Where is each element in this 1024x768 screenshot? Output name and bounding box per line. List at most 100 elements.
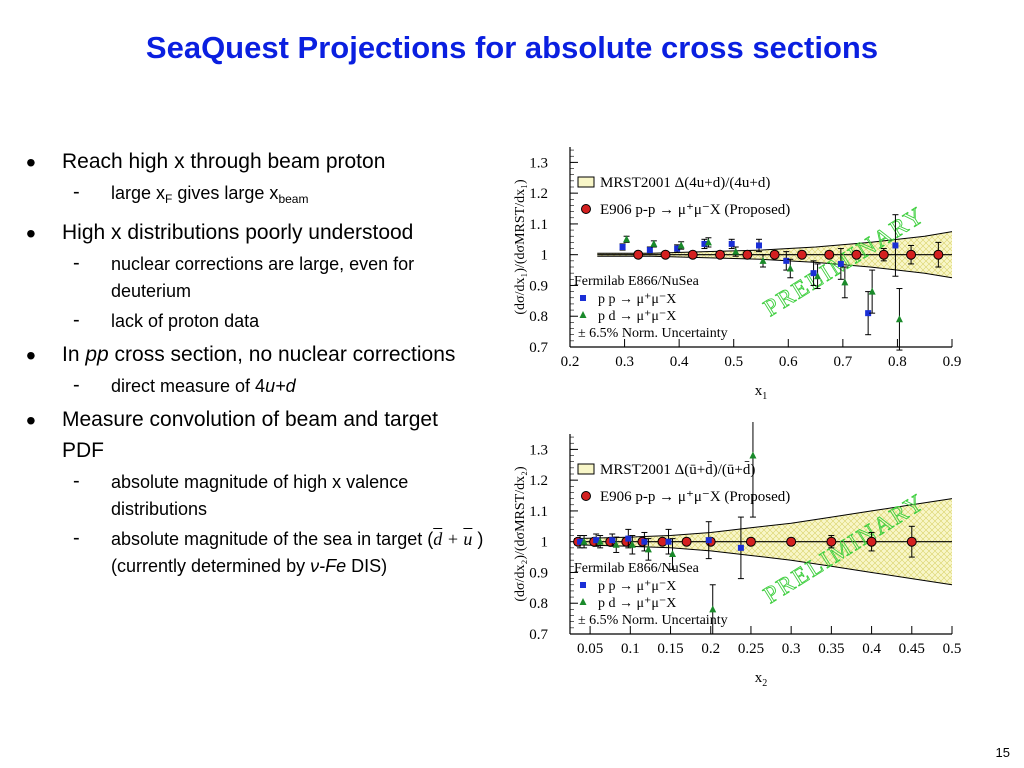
mrst-band-lower [573,544,953,586]
legend-swatch-proposed [581,491,591,501]
y-tick-label: 1 [541,535,549,551]
x-tick-label: 0.3 [615,354,634,370]
pd-point [669,550,677,557]
bullet-list: • Reach high x through beam proton - large… [24,142,484,580]
x-axis-label: x2 [755,670,768,689]
proposed-point [796,249,807,260]
text-run: ) [472,529,484,549]
x-tick-label: 0.4 [862,641,881,657]
proposed-point [687,249,698,260]
sub-bullet-dash: - [73,181,80,203]
bullet-item: • Measure convolution of beam and target … [24,404,484,466]
bullet-dot: • [26,405,36,436]
text-run: gives large x [172,183,279,203]
bullet-item: • High x distributions poorly understood [24,217,484,249]
x-tick-label: 0.05 [577,641,603,657]
pp-point [646,247,653,254]
proposed-point [681,536,692,547]
x-tick-label: 0.2 [561,354,580,370]
y-tick-label: 0.8 [529,596,548,612]
x-tick-label: 0.35 [818,641,844,657]
legend-norm-label: ± 6.5% Norm. Uncertainty [578,613,728,628]
sub-bullet-dash: - [73,252,80,274]
pp-point [705,537,712,544]
y-tick-label: 0.7 [529,340,548,356]
math-ubar: u [463,529,473,549]
bullet-dot: • [26,218,36,249]
legend-norm-label: ± 6.5% Norm. Uncertainty [578,326,728,341]
x-tick-label: 0.9 [943,354,962,370]
pp-point [609,537,616,544]
x-axis-label-sub: 1 [762,391,767,402]
y-tick-label: 0.9 [529,278,548,294]
pd-point [628,540,636,548]
x-tick-label: 0.2 [701,641,720,657]
pd-point [704,238,712,246]
y-tick-label: 1.2 [529,473,548,489]
y-tick-label: 1.1 [529,217,548,233]
pd-point [786,264,794,272]
proposed-point [742,249,753,260]
legend-swatch-band [577,176,595,188]
x-axis-label-sub: 2 [762,678,767,689]
proposed-point [851,249,862,260]
x-tick-label: 0.45 [899,641,925,657]
pp-point [756,242,762,249]
x-tick-label: 0.3 [782,641,801,657]
legend-pd-label: p d → μ⁺μ⁻X [598,596,676,611]
proposed-point [906,536,917,547]
sub-bullet-item: - absolute magnitude of high x valence di… [24,469,484,523]
pp-point [783,257,790,264]
legend-pd-label: p d → μ⁺μ⁻X [598,309,676,324]
y-tick-label: 1.1 [529,504,548,520]
sub-bullet-item: - direct measure of 4u+d [24,373,484,400]
pp-point [837,260,844,267]
text-run: absolute magnitude of the sea in target … [111,529,434,549]
legend-swatch-pd [579,311,587,318]
pd-point [841,278,849,286]
proposed-point [745,536,756,547]
pd-point [868,287,876,295]
legend-proposed-label: E906 p-p → μ⁺μ⁻X (Proposed) [600,202,790,218]
y-tick-label: 1.3 [529,155,548,171]
legend-pp-label: p p → μ⁺μ⁻X [598,579,676,594]
x-axis-label: x1 [755,383,768,402]
sub-bullet-dash: - [73,309,80,331]
proposed-point [786,536,797,547]
pd-point [596,537,604,545]
x2-ratio-chart: 0.7 0.8 0.9 1 1.1 1.2 1.3 0.05 0.1 0.15 0.2 0.25 0.3… [513,422,961,689]
pd-point [623,235,631,243]
pd-point [612,540,620,548]
pp-point [701,240,708,247]
subscript: F [165,192,173,206]
legend-proposed-label: E906 p-p → μ⁺μ⁻X (Proposed) [600,489,790,505]
proposed-point [906,249,917,260]
pp-point [810,270,817,277]
bullet-text: In pp cross section, no nuclear correcti… [62,343,455,366]
x-tick-label: 0.15 [657,641,683,657]
legend-experiment-label: Fermilab E866/NuSea [574,561,700,576]
sub-bullet-text: absolute magnitude of the sea in target … [111,529,483,576]
pd-point [895,315,903,323]
sub-bullet-item: - absolute magnitude of the sea in target… [24,526,484,580]
x-tick-label: 0.4 [670,354,689,370]
pp-point [577,538,584,545]
italic-run: ν-Fe [310,556,347,576]
bullet-item: • In pp cross section, no nuclear correct… [24,339,484,371]
pp-point [865,310,872,317]
text-run: In [62,343,86,366]
x-tick-label: 0.7 [833,354,852,370]
x-tick-label: 0.8 [888,354,907,370]
y-tick-label: 0.9 [529,565,548,581]
proposed-point [660,249,671,260]
sub-bullet-dash: - [73,527,80,549]
italic-run: pp [85,343,109,366]
pd-point [677,241,685,249]
bullet-item: • Reach high x through beam proton [24,146,484,178]
text-run: direct measure of 4 [111,376,266,396]
sub-bullet-text: large xF gives large xbeam [111,183,308,206]
x-tick-label: 0.25 [738,641,764,657]
x-tick-label: 0.5 [724,354,743,370]
page-number: 15 [995,745,1010,760]
sub-bullet-text: direct measure of 4u+d [111,376,296,396]
